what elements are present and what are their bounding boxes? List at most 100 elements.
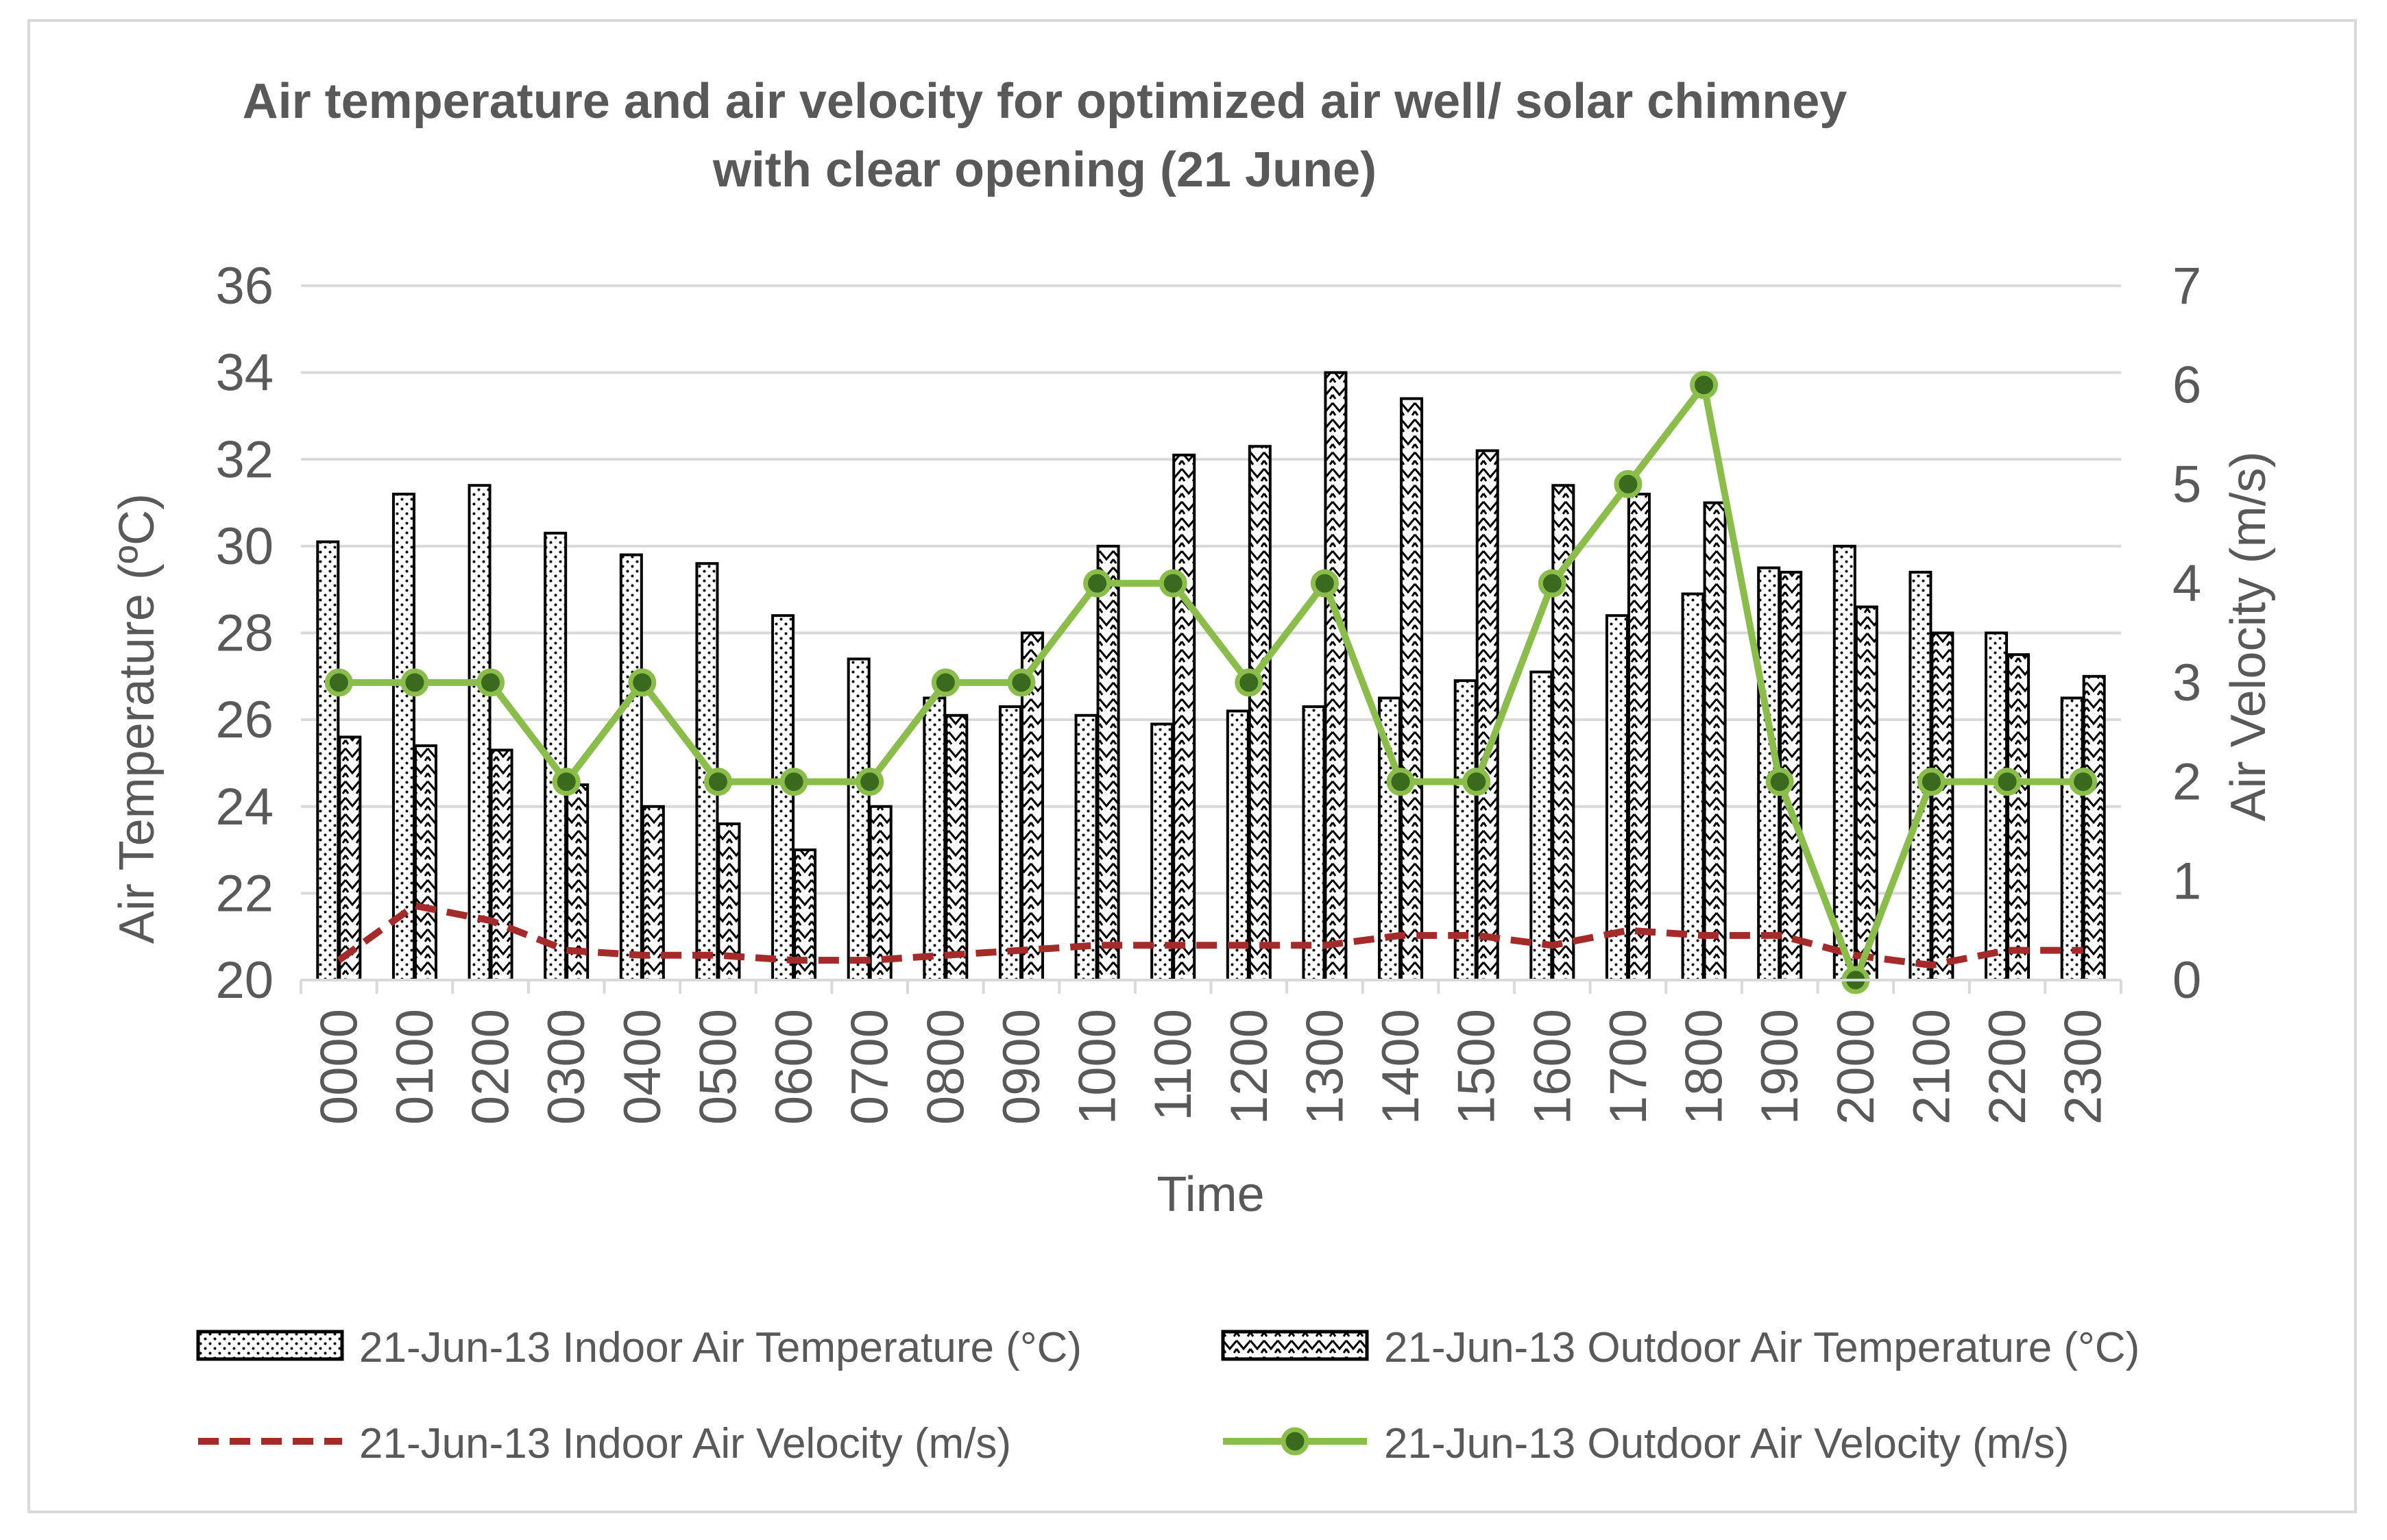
legend-label: 21-Jun-13 Indoor Air Velocity (m/s): [359, 1420, 1011, 1467]
indoor-temp-bar-0400: [619, 553, 643, 981]
outdoor-velocity-point-2300: [2069, 768, 2098, 796]
x-tick-label: 1600: [1523, 1009, 1582, 1125]
y-left-tick-label: 22: [215, 864, 274, 922]
outdoor-velocity-point-1600: [1538, 569, 1566, 598]
x-tick-label: 1500: [1448, 1009, 1506, 1125]
y-left-tick-label: 20: [215, 951, 274, 1010]
outdoor-velocity-point-2200: [1993, 768, 2022, 796]
y-left-tick-label: 24: [215, 778, 274, 836]
y-right-tick-label: 3: [2172, 654, 2201, 712]
outdoor-temp-bar-2100: [1930, 631, 1954, 981]
x-tick-label: 0800: [917, 1009, 975, 1125]
outdoor-temp-bar-0100: [413, 744, 437, 982]
chart-title-line: Air temperature and air velocity for opt…: [243, 74, 1847, 129]
x-tick-label: 0600: [765, 1009, 823, 1125]
x-tick-label: 1000: [1069, 1009, 1127, 1125]
y-right-tick-label: 1: [2172, 852, 2201, 910]
x-tick-label: 0200: [462, 1009, 520, 1125]
indoor-temp-bar-1800: [1681, 592, 1705, 981]
outdoor-velocity-point-0700: [856, 768, 884, 796]
outdoor-velocity-point-1100: [1159, 569, 1187, 598]
legend-swatch-zigzag: [1221, 1330, 1369, 1361]
x-tick-label: 2300: [2055, 1009, 2113, 1125]
outdoor-temp-bar-1200: [1248, 445, 1272, 981]
y-left-tick-label: 28: [215, 604, 274, 663]
y-left-axis-title: Air Temperature (ºC): [110, 493, 165, 944]
indoor-temp-bar-1000: [1074, 713, 1098, 981]
outdoor-velocity-point-0500: [703, 768, 732, 796]
y-left-tick-label: 32: [215, 430, 274, 489]
x-tick-label: 0500: [689, 1009, 747, 1125]
x-tick-label: 1400: [1372, 1009, 1430, 1125]
outdoor-temp-bar-1100: [1172, 453, 1196, 981]
outdoor-velocity-point-0900: [1007, 668, 1036, 697]
y-right-tick-label: 2: [2172, 753, 2201, 811]
outdoor-velocity-point-1300: [1310, 569, 1339, 598]
indoor-temp-bar-1200: [1226, 709, 1250, 982]
y-right-axis-title: Air Velocity (m/s): [2221, 451, 2276, 821]
indoor-temp-bar-0000: [316, 540, 340, 981]
x-tick-label: 0700: [841, 1009, 899, 1125]
outdoor-temp-bar-0800: [945, 713, 969, 981]
x-tick-label: 0300: [537, 1009, 596, 1125]
outdoor-velocity-point-0600: [779, 768, 808, 796]
outdoor-temp-bar-0400: [641, 805, 665, 981]
outdoor-velocity-point-0300: [552, 768, 581, 796]
outdoor-temp-bar-1000: [1096, 544, 1120, 981]
x-tick-label: 1800: [1675, 1009, 1734, 1125]
y-left-tick-label: 36: [215, 257, 274, 315]
outdoor-velocity-point-1200: [1235, 668, 1263, 697]
y-left-tick-label: 30: [215, 517, 274, 576]
y-right-tick-label: 4: [2172, 554, 2201, 613]
y-right-tick-label: 7: [2172, 257, 2201, 315]
indoor-temp-bar-0200: [468, 484, 492, 981]
legend-item: 21-Jun-13 Outdoor Air Temperature (°C): [1221, 1324, 2140, 1371]
outdoor-temp-bar-1800: [1703, 501, 1727, 981]
x-tick-label: 0100: [386, 1009, 444, 1125]
indoor-temp-bar-0800: [923, 696, 947, 981]
outdoor-velocity-point-0000: [324, 668, 353, 697]
legend-item: 21-Jun-13 Outdoor Air Velocity (m/s): [1223, 1420, 2069, 1467]
outdoor-velocity-point-1000: [1083, 569, 1112, 598]
indoor-temp-bar-2000: [1832, 544, 1856, 981]
outdoor-velocity-point-0100: [400, 668, 429, 697]
y-left-tick-label: 34: [215, 344, 274, 402]
indoor-temp-bar-0900: [998, 705, 1022, 981]
outdoor-temp-bar-1600: [1551, 484, 1575, 981]
indoor-temp-bar-0600: [771, 614, 795, 981]
x-tick-label: 1900: [1751, 1009, 1809, 1125]
outdoor-velocity-point-1400: [1386, 768, 1415, 796]
x-axis-title: Time: [1156, 1167, 1264, 1222]
y-right-tick-label: 6: [2172, 356, 2201, 415]
x-tick-label: 1200: [1220, 1009, 1279, 1125]
outdoor-velocity-point-1500: [1462, 768, 1491, 796]
legend-swatch-dots: [196, 1330, 344, 1361]
legend-item: 21-Jun-13 Indoor Air Temperature (°C): [196, 1324, 1082, 1371]
outdoor-temp-bar-2200: [2007, 653, 2031, 981]
outdoor-temp-bar-1400: [1400, 397, 1424, 981]
legend-label: 21-Jun-13 Indoor Air Temperature (°C): [359, 1324, 1082, 1371]
outdoor-temp-bar-0700: [869, 805, 893, 981]
x-tick-label: 1100: [1144, 1009, 1202, 1121]
legend-item: 21-Jun-13 Indoor Air Velocity (m/s): [198, 1420, 1011, 1467]
outdoor-temp-bar-2300: [2082, 674, 2106, 981]
y-left-tick-label: 26: [215, 691, 274, 749]
x-tick-label: 0000: [310, 1009, 368, 1125]
indoor-temp-bar-1100: [1150, 722, 1174, 982]
indoor-temp-bar-2200: [1985, 631, 2009, 981]
indoor-temp-bar-1700: [1605, 614, 1629, 981]
indoor-temp-bar-2300: [2060, 696, 2084, 981]
indoor-temp-bar-1300: [1302, 705, 1326, 981]
outdoor-temp-bar-1300: [1324, 371, 1348, 981]
x-tick-label: 2000: [1827, 1009, 1885, 1125]
indoor-temp-bar-0100: [391, 492, 415, 981]
outdoor-temp-bar-2000: [1854, 605, 1878, 981]
x-tick-label: 0400: [614, 1009, 672, 1125]
outdoor-temp-bar-1700: [1627, 492, 1651, 981]
indoor-velocity-line: [337, 902, 2083, 969]
outdoor-velocity-line: [339, 381, 2083, 983]
chart-frame: Air temperature and air velocity for opt…: [27, 19, 2357, 1513]
y-right-tick-label: 0: [2172, 951, 2201, 1010]
y-right-tick-label: 5: [2172, 455, 2201, 513]
outdoor-velocity-point-1900: [1765, 768, 1794, 796]
